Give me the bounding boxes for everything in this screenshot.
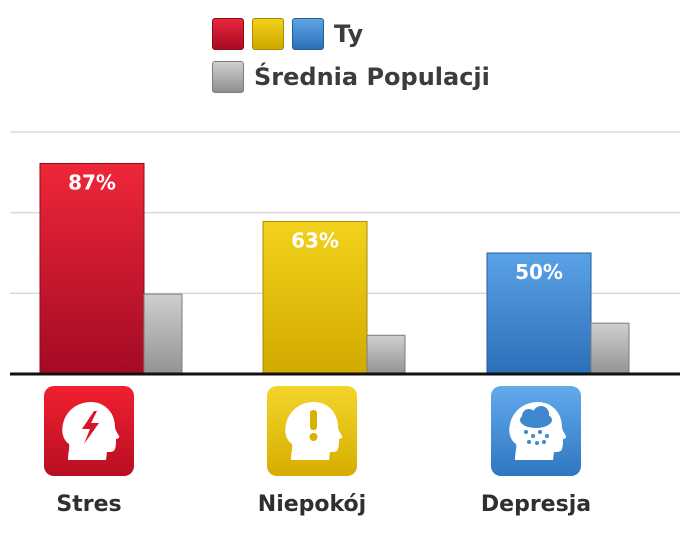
bar-value-label-1: 63% xyxy=(291,229,339,253)
category-label-2: Depresja xyxy=(481,492,591,517)
legend-row-population: Średnia Populacji xyxy=(212,60,490,94)
legend-swatch-red xyxy=(212,18,244,50)
legend-swatch-yellow xyxy=(252,18,284,50)
legend-swatch-blue xyxy=(292,18,324,50)
bar-value-label-0: 87% xyxy=(68,170,116,194)
category-label-1: Niepokój xyxy=(258,492,366,517)
bar-you-2 xyxy=(486,252,592,375)
bar-value-label-2: 50% xyxy=(515,260,563,284)
bar-you-0 xyxy=(39,162,145,375)
legend-row-you: Ty xyxy=(212,17,490,51)
legend-swatch-gray xyxy=(212,61,244,93)
legend: Ty Średnia Populacji xyxy=(212,17,490,94)
head-lightning-icon xyxy=(44,386,134,476)
head-raincloud-icon xyxy=(491,386,581,476)
category-label-0: Stres xyxy=(56,492,121,517)
bar-population-2 xyxy=(590,322,630,375)
head-exclamation-icon xyxy=(267,386,357,476)
bar-population-1 xyxy=(366,334,406,375)
legend-label-population: Średnia Populacji xyxy=(254,63,490,91)
legend-label-you: Ty xyxy=(334,20,364,48)
bar-population-0 xyxy=(143,293,183,375)
